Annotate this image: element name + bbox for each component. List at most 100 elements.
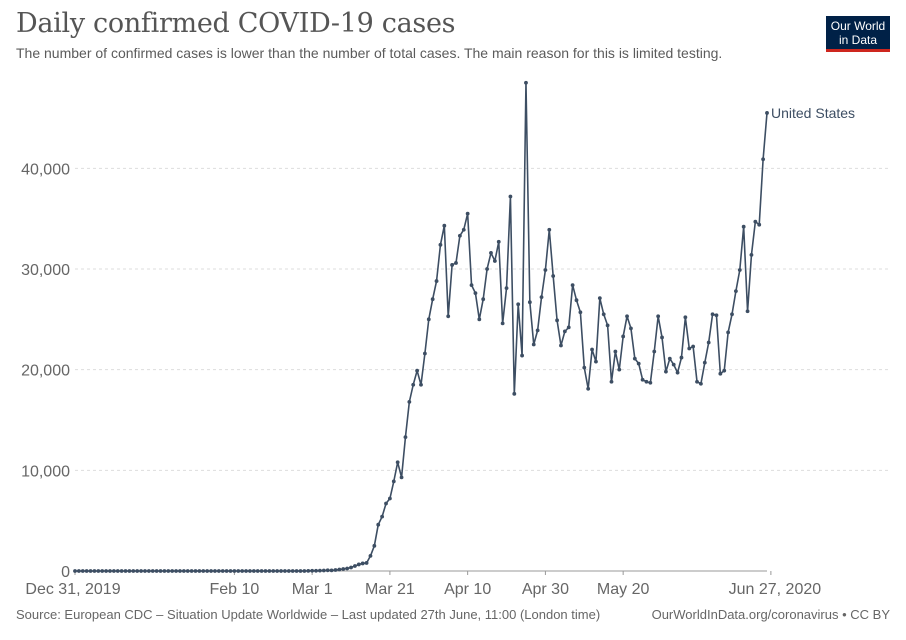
data-point [318,568,322,573]
data-point [127,569,132,573]
x-tick-label: Dec 31, 2019 [25,581,120,598]
data-point [675,370,680,375]
data-point [481,297,486,302]
data-point [562,329,567,334]
data-point [321,568,326,573]
x-tick-label: Mar 1 [292,581,333,598]
data-point [706,340,711,345]
data-point [205,569,210,573]
data-point [108,569,112,573]
data-point [286,569,291,573]
data-point [520,353,524,358]
data-point [275,569,280,573]
data-point [753,219,758,224]
data-point [691,344,696,349]
data-point [333,568,338,572]
data-point [450,263,454,267]
data-point [267,569,272,573]
x-axis: Dec 31, 2019 Feb 10 Mar 1 Mar 21 Apr 10 Apr 3… [25,570,821,598]
data-point [349,565,353,570]
data-point [737,268,742,272]
source-note: Source: European CDC – Situation Update … [16,607,601,622]
data-point [527,300,532,305]
data-point [594,359,598,364]
data-point [244,569,248,573]
data-point [722,368,727,373]
data-point [290,569,295,573]
data-point [380,514,385,519]
data-point [73,569,77,573]
data-point [477,317,482,322]
data-point [80,569,85,573]
data-point [364,561,369,565]
data-point [170,569,175,573]
data-point [329,568,334,573]
data-point [403,435,408,440]
data-point [310,568,315,573]
data-point [146,569,151,573]
data-point [531,342,536,347]
data-point [710,312,715,317]
data-point [283,569,287,573]
data-point [213,569,217,573]
data-point [730,312,734,317]
data-point [625,314,629,319]
data-point [88,569,93,573]
x-tick-label: Feb 10 [209,581,259,598]
series-united-states: United States [73,80,855,573]
data-point [734,289,738,294]
y-tick-label: 30,000 [21,262,70,279]
data-point [92,569,97,573]
x-tick-label: Mar 21 [365,581,415,598]
data-point [376,522,381,527]
series-label: United States [771,105,855,121]
data-point [566,325,571,330]
data-point [745,309,750,314]
data-point [232,569,237,573]
data-point [178,569,182,573]
data-point [255,569,260,573]
data-point [368,554,373,558]
data-point [220,569,225,573]
data-point [337,567,342,572]
gridlines [75,167,890,471]
data-point [609,379,614,384]
data-point [181,569,186,573]
data-point [508,194,513,199]
data-point [629,326,633,331]
data-point [434,279,439,283]
data-point [185,569,190,573]
data-point [574,298,579,303]
data-point [559,343,563,348]
data-point [302,569,307,573]
data-point [96,569,101,573]
series-line [75,81,768,572]
data-point [263,569,268,573]
data-point [189,569,194,573]
x-tick-label: May 20 [597,581,650,598]
owid-link[interactable]: OurWorldInData.org/coronavirus • CC BY [651,607,890,622]
data-point [384,501,388,506]
data-point [765,111,769,115]
data-point [512,391,517,396]
owid-logo[interactable]: Our World in Data [826,16,890,52]
data-point [143,569,147,573]
data-point [454,261,458,265]
data-point [174,569,178,573]
data-point [100,569,105,573]
data-point [489,250,493,255]
data-point [259,569,264,573]
data-point [714,313,719,318]
data-point [741,224,746,229]
data-point [683,315,688,320]
chart-title: Daily confirmed COVID-19 cases [16,8,456,39]
data-point [407,399,412,404]
data-point [139,569,143,573]
data-point [123,569,128,573]
data-point [162,569,167,573]
data-point [271,569,276,573]
data-point [551,274,556,278]
data-point [248,569,252,573]
data-point [193,569,198,573]
chart-subtitle: The number of confirmed cases is lower t… [16,45,723,61]
